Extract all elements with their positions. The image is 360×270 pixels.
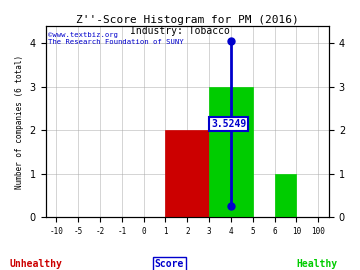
Text: Unhealthy: Unhealthy xyxy=(10,259,62,269)
Bar xyxy=(166,130,209,217)
Text: ©www.textbiz.org
The Research Foundation of SUNY: ©www.textbiz.org The Research Foundation… xyxy=(48,32,184,45)
Text: Industry: Tobacco: Industry: Tobacco xyxy=(130,26,230,36)
Text: 3.5249: 3.5249 xyxy=(211,119,246,129)
Text: Healthy: Healthy xyxy=(296,259,337,269)
Y-axis label: Number of companies (6 total): Number of companies (6 total) xyxy=(15,55,24,189)
Bar xyxy=(209,87,253,217)
Text: Score: Score xyxy=(154,259,184,269)
Bar xyxy=(275,174,296,217)
Title: Z''-Score Histogram for PM (2016): Z''-Score Histogram for PM (2016) xyxy=(76,15,299,25)
